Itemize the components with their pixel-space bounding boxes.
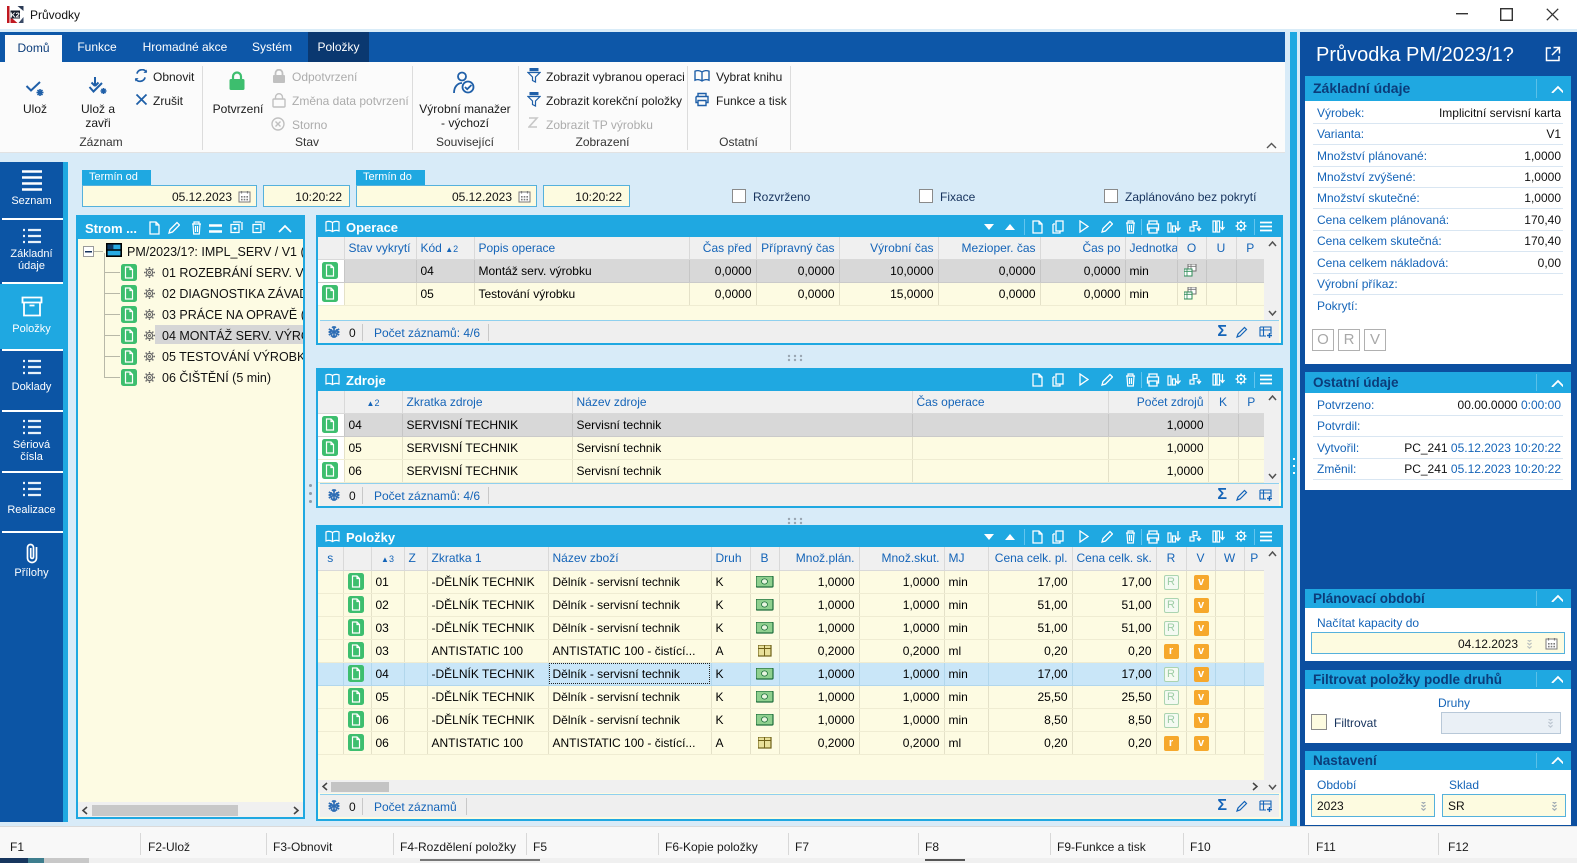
svg-text:K2: K2 bbox=[10, 10, 20, 19]
